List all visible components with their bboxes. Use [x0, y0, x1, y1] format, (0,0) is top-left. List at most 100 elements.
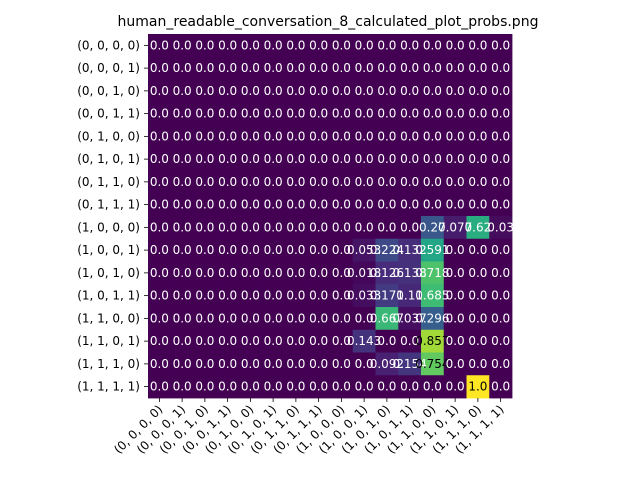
heatmap-cell-r10-c1: [170, 261, 194, 285]
heatmap-cell-r10-c15: [489, 261, 513, 285]
cell-value-label-r12-c9: 0.0: [355, 311, 374, 325]
cell-value-label-r10-c3: 0.0: [218, 266, 237, 280]
heatmap-cell-r14-c0: [148, 352, 172, 376]
cell-value-label-r4-c1: 0.0: [173, 129, 192, 143]
heatmap-cell-r8-c14: [466, 216, 490, 240]
cell-value-label-r8-c4: 0.0: [241, 220, 260, 234]
heatmap-cell-r8-c8: [330, 216, 354, 240]
cell-value-label-r12-c6: 0.0: [286, 311, 305, 325]
cell-value-label-r0-c6: 0.0: [286, 38, 305, 52]
heatmap-cell-r14-c5: [261, 352, 285, 376]
heatmap-cell-r12-c13: [443, 307, 467, 331]
cell-value-label-r11-c1: 0.0: [173, 289, 192, 303]
cell-value-label-r7-c1: 0.0: [173, 198, 192, 212]
cell-value-label-r13-c14: 0.0: [468, 334, 487, 348]
cell-value-label-r4-c3: 0.0: [218, 129, 237, 143]
heatmap-cell-r4-c7: [307, 125, 331, 149]
heatmap-cell-r9-c6: [284, 238, 308, 262]
cell-value-label-r1-c13: 0.0: [446, 61, 465, 75]
heatmap-cell-r7-c4: [239, 193, 263, 217]
heatmap-cell-r2-c0: [148, 79, 172, 103]
cell-value-label-r6-c15: 0.0: [491, 175, 510, 189]
cell-value-label-r5-c0: 0.0: [150, 152, 169, 166]
cell-value-label-r13-c11: 0.0: [400, 334, 419, 348]
cell-value-label-r10-c9: 0.018: [347, 266, 381, 280]
heatmap-cell-r14-c3: [216, 352, 240, 376]
heatmap-cell-r4-c4: [239, 125, 263, 149]
cell-value-label-r6-c7: 0.0: [309, 175, 328, 189]
heatmap-cell-r2-c11: [398, 79, 422, 103]
heatmap-cell-r2-c13: [443, 79, 467, 103]
cell-value-label-r3-c9: 0.0: [355, 107, 374, 121]
heatmap-cell-r13-c5: [261, 329, 285, 353]
y-tick-label-4: (0, 1, 0, 0): [77, 129, 140, 143]
cell-value-label-r5-c7: 0.0: [309, 152, 328, 166]
cell-value-label-r10-c14: 0.0: [468, 266, 487, 280]
cell-value-label-r8-c8: 0.0: [332, 220, 351, 234]
cell-value-label-r14-c15: 0.0: [491, 357, 510, 371]
cell-value-label-r14-c5: 0.0: [264, 357, 283, 371]
cell-value-label-r3-c4: 0.0: [241, 107, 260, 121]
cell-value-label-r3-c0: 0.0: [150, 107, 169, 121]
heatmap-cell-r7-c1: [170, 193, 194, 217]
heatmap-cell-r12-c3: [216, 307, 240, 331]
heatmap-cell-r6-c6: [284, 170, 308, 194]
cell-value-label-r6-c8: 0.0: [332, 175, 351, 189]
heatmap-cell-r3-c7: [307, 102, 331, 126]
cell-value-label-r12-c13: 0.0: [446, 311, 465, 325]
cell-value-label-r4-c8: 0.0: [332, 129, 351, 143]
cell-value-label-r1-c10: 0.0: [377, 61, 396, 75]
heatmap-cell-r2-c6: [284, 79, 308, 103]
cell-value-label-r13-c15: 0.0: [491, 334, 510, 348]
y-tick-label-11: (1, 0, 1, 1): [77, 289, 140, 303]
heatmap-cell-r5-c2: [193, 147, 217, 171]
cell-value-label-r9-c14: 0.0: [468, 243, 487, 257]
y-tick-label-3: (0, 0, 1, 1): [77, 107, 140, 121]
heatmap-cell-r2-c2: [193, 79, 217, 103]
cell-value-label-r5-c15: 0.0: [491, 152, 510, 166]
cell-value-label-r5-c10: 0.0: [377, 152, 396, 166]
cell-value-label-r13-c1: 0.0: [173, 334, 192, 348]
cell-value-label-r13-c7: 0.0: [309, 334, 328, 348]
heatmap-cell-r12-c12: [421, 307, 445, 331]
cell-value-label-r11-c15: 0.0: [491, 289, 510, 303]
cell-value-label-r0-c2: 0.0: [195, 38, 214, 52]
heatmap-cell-r8-c13: [443, 216, 467, 240]
heatmap-cell-r0-c8: [330, 34, 354, 58]
cell-value-label-r14-c8: 0.0: [332, 357, 351, 371]
cell-value-label-r4-c13: 0.0: [446, 129, 465, 143]
cell-value-label-r9-c15: 0.0: [491, 243, 510, 257]
heatmap-cell-r5-c5: [261, 147, 285, 171]
cell-value-label-r5-c1: 0.0: [173, 152, 192, 166]
heatmap-cell-r13-c4: [239, 329, 263, 353]
cell-value-label-r12-c7: 0.0: [309, 311, 328, 325]
heatmap-cell-r6-c4: [239, 170, 263, 194]
cell-value-label-r15-c12: 0.0: [423, 380, 442, 394]
cell-value-label-r6-c6: 0.0: [286, 175, 305, 189]
cell-value-label-r12-c4: 0.0: [241, 311, 260, 325]
heatmap-cell-r0-c4: [239, 34, 263, 58]
heatmap-cell-r3-c13: [443, 102, 467, 126]
cell-value-label-r9-c1: 0.0: [173, 243, 192, 257]
cell-value-label-r1-c9: 0.0: [355, 61, 374, 75]
heatmap-cell-r10-c4: [239, 261, 263, 285]
heatmap-cell-r13-c15: [489, 329, 513, 353]
cell-value-label-r15-c13: 0.0: [446, 380, 465, 394]
cell-value-label-r13-c12: 0.857: [415, 334, 449, 348]
cell-value-label-r11-c4: 0.0: [241, 289, 260, 303]
cell-value-label-r11-c11: 0.11: [396, 289, 423, 303]
heatmap-cell-r4-c3: [216, 125, 240, 149]
cell-value-label-r8-c12: 0.27: [419, 220, 446, 234]
cell-value-label-r6-c2: 0.0: [195, 175, 214, 189]
heatmap-cell-r13-c12: [421, 329, 445, 353]
cell-value-label-r8-c11: 0.0: [400, 220, 419, 234]
heatmap-cell-r9-c8: [330, 238, 354, 262]
heatmap-cell-r6-c13: [443, 170, 467, 194]
cell-value-label-r10-c5: 0.0: [264, 266, 283, 280]
cell-value-label-r3-c5: 0.0: [264, 107, 283, 121]
heatmap-cell-r5-c3: [216, 147, 240, 171]
heatmap-cell-r12-c11: [398, 307, 422, 331]
heatmap-cell-r14-c9: [352, 352, 376, 376]
cell-value-label-r2-c0: 0.0: [150, 84, 169, 98]
heatmap-cell-r4-c2: [193, 125, 217, 149]
